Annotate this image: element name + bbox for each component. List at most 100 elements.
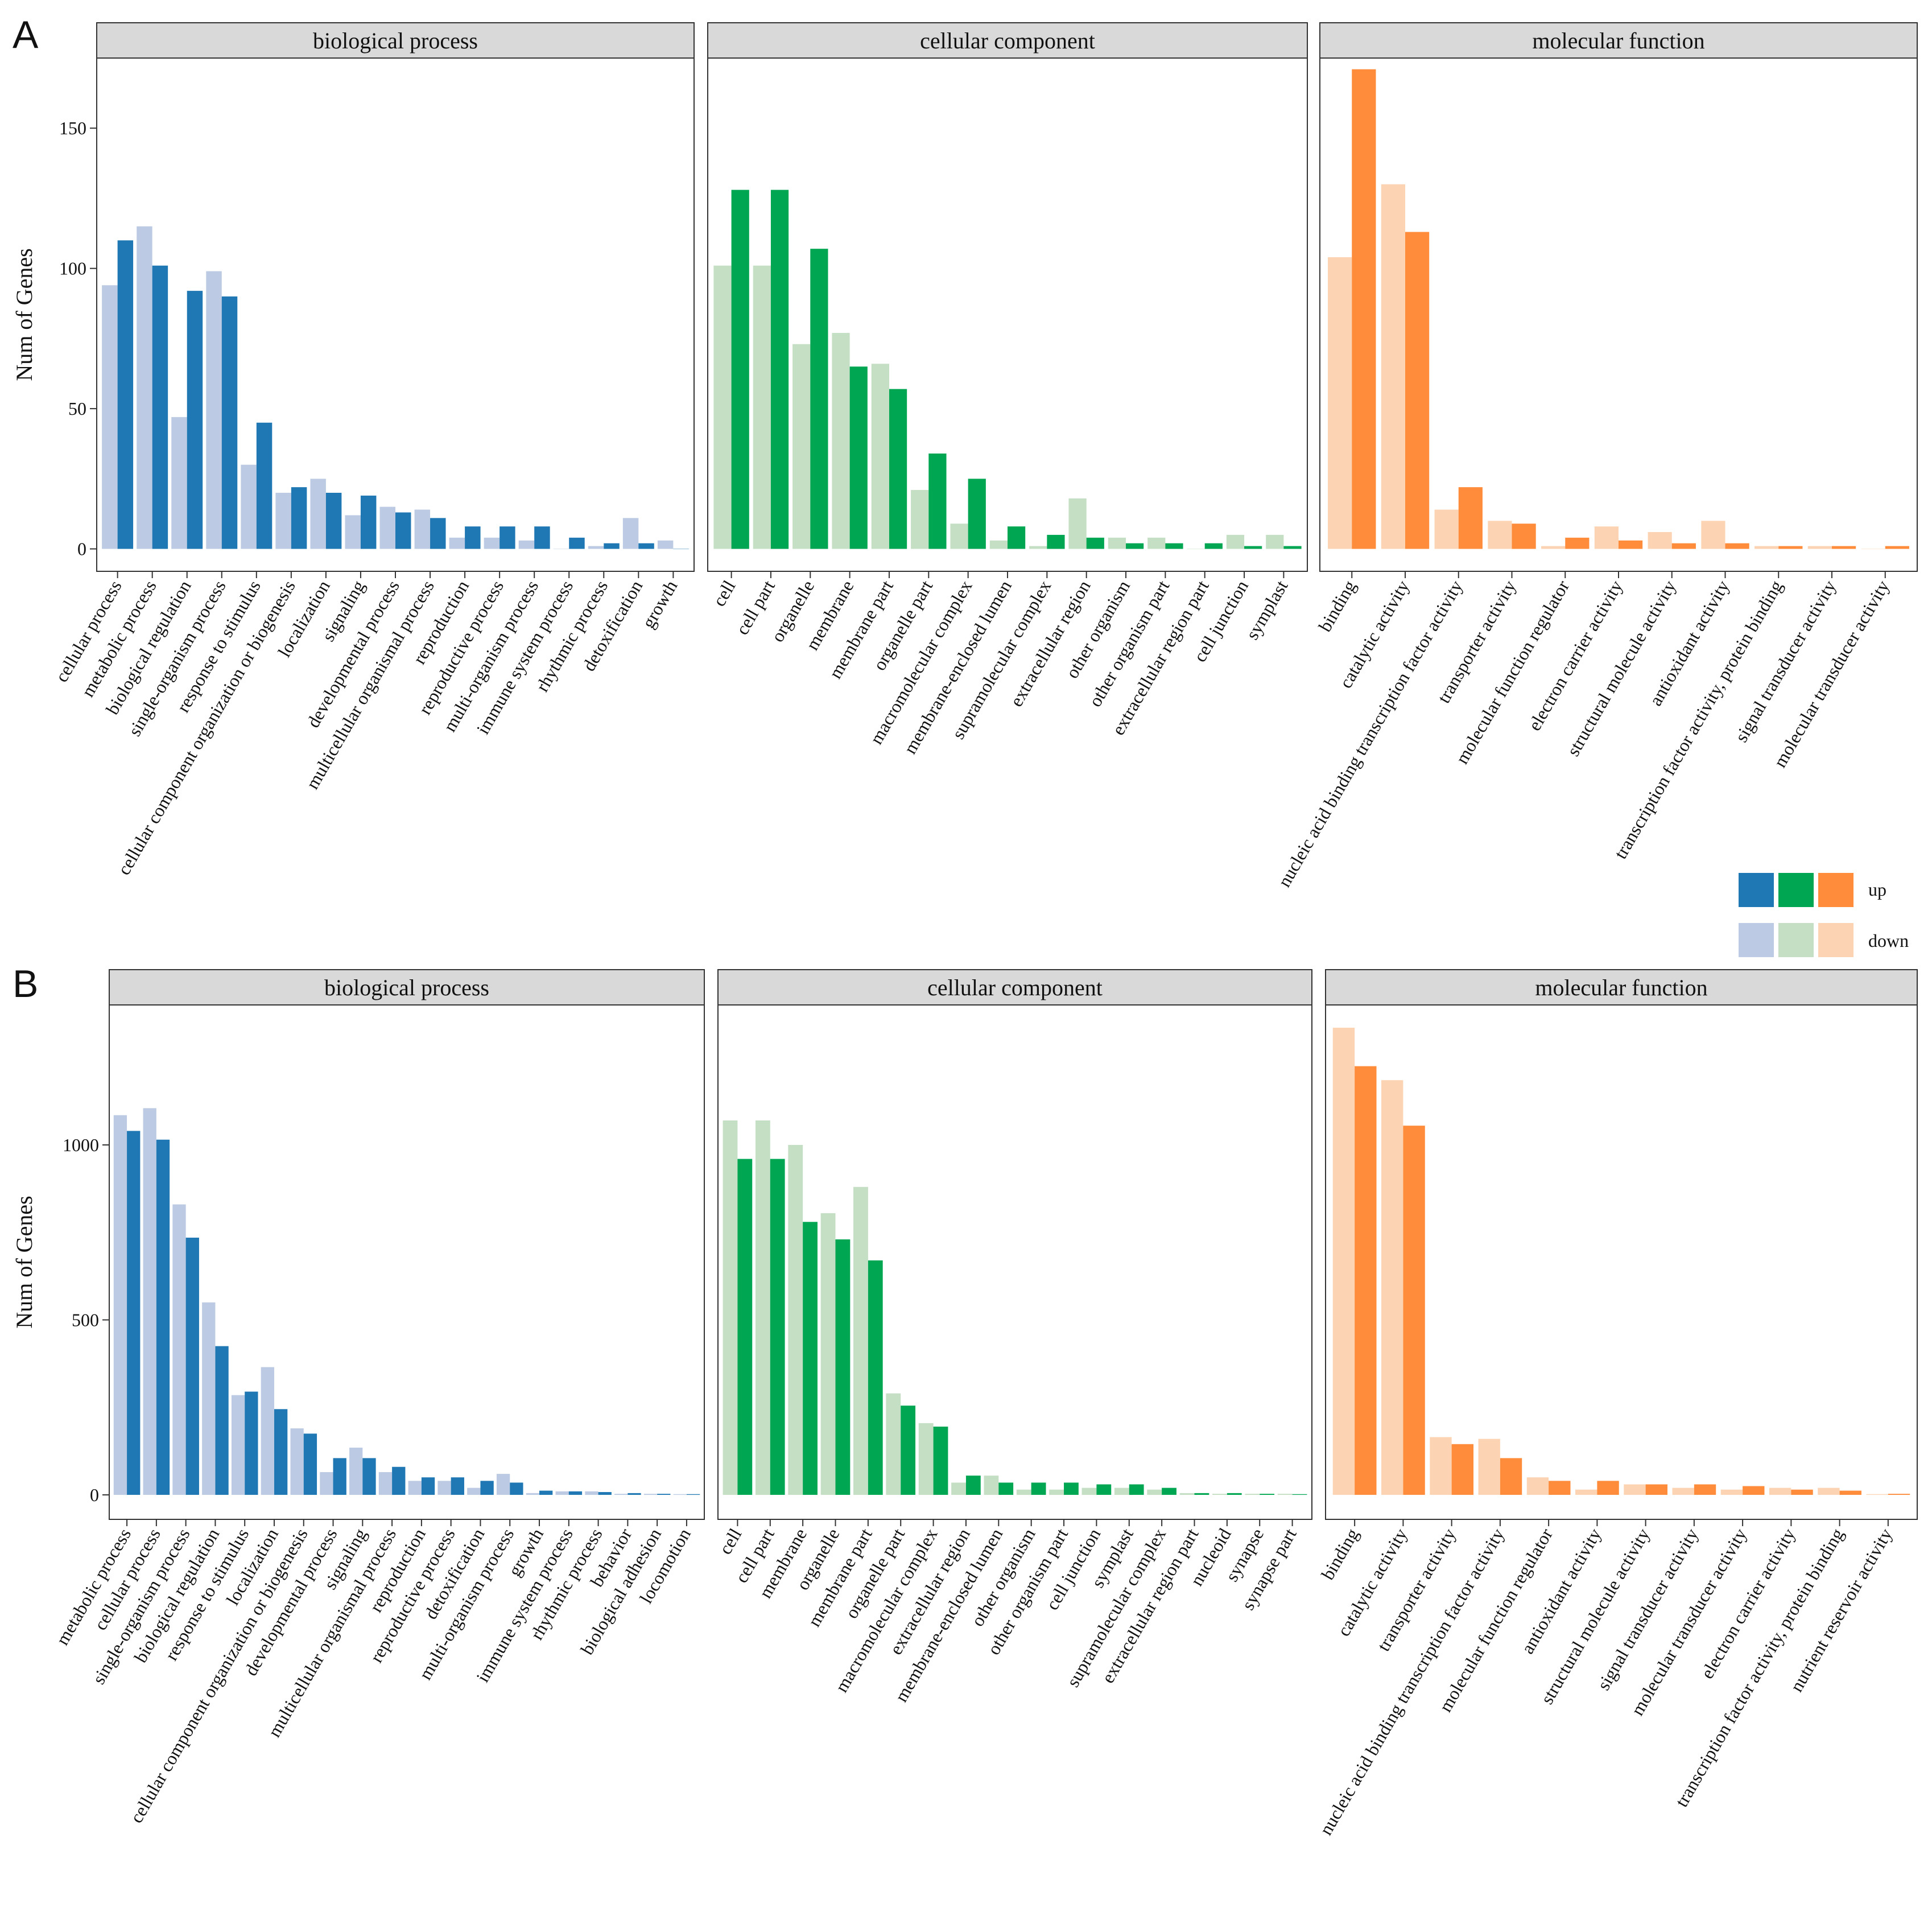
chart-b-cellular-component-bar-up-cell-junction (1096, 1484, 1112, 1495)
chart-b-molecular-function-bar-down-nucleic-acid-binding-transcription-factor-activity (1478, 1439, 1500, 1495)
chart-b-biological-process-bar-down-localization (261, 1367, 274, 1495)
chart-a-biological-process-bar-up-signaling (360, 495, 377, 549)
chart-a-biological-process-bar-up-metabolic-process (152, 265, 168, 549)
chart-a-biological-process-bar-down-signaling (345, 515, 361, 549)
chart-a-cellular-component-bar-down-cell-part (753, 265, 771, 549)
chart-b-cellular-component-bar-up-other-organism (1031, 1482, 1046, 1495)
chart-b-cellular-component-bar-down-cell (723, 1120, 738, 1495)
chart-b-cellular-component-strip-title: cellular component (927, 975, 1103, 1000)
chart-b-molecular-function-bar-up-transporter-activity (1451, 1444, 1473, 1495)
chart-b-biological-process-bar-up-multi-organism-process (510, 1482, 523, 1495)
chart-a-biological-process-bar-up-single-organism-process (221, 296, 238, 549)
chart-b-biological-process-bar-down-multi-organism-process (496, 1474, 510, 1495)
chart-b-molecular-function-bar-down-transporter-activity (1430, 1437, 1452, 1495)
chart-b-biological-process-bar-down-detoxification (467, 1487, 481, 1495)
chart-a-molecular-function-x-tick-label: binding (1314, 577, 1360, 636)
chart-a-biological-process-bar-down-rhythmic-process (588, 546, 604, 549)
chart-b-biological-process-bar-down-reproductive-process (437, 1481, 451, 1495)
chart-b-cellular-component-bar-up-extracellular-region-part (1194, 1493, 1209, 1495)
chart-b-cellular-component-bar-down-other-organism (1016, 1489, 1031, 1495)
chart-a-biological-process-strip (96, 22, 695, 59)
legend-label-up: up (1868, 879, 1886, 900)
chart-a-molecular-function-bar-up-antioxidant-activity (1725, 543, 1749, 549)
chart-a-biological-process-bar-down-single-organism-process (206, 271, 222, 549)
chart-b-cellular-component-bar-up-organelle-part (901, 1406, 916, 1495)
chart-b-biological-process-bar-up-rhythmic-process (598, 1492, 612, 1495)
chart-b-molecular-function-bar-up-binding (1355, 1066, 1377, 1495)
chart-a-cellular-component-bar-up-supramolecular-complex (1047, 534, 1065, 549)
chart-a-biological-process-bar-down-growth (657, 540, 674, 549)
chart-a-biological-process-bar-up-growth (673, 549, 689, 550)
chart-b-biological-process-bar-up-locomotion (686, 1494, 700, 1495)
chart-a-cellular-component-bar-down-macromolecular-complex (950, 524, 968, 549)
chart-a-biological-process-bar-down-response-to-stimulus (241, 464, 257, 549)
chart-a-y-axis-label: Num of Genes (11, 248, 37, 381)
legend-key-bp-down (1739, 923, 1774, 957)
chart-a-biological-process-bar-down-developmental-process (379, 506, 395, 549)
chart-b-biological-process-bar-up-developmental-process (333, 1458, 346, 1495)
chart-a-biological-process-bar-up-detoxification (638, 543, 654, 549)
chart-b-y-tick-label: 0 (90, 1485, 99, 1505)
chart-a-cellular-component-bar-up-cell-part (770, 189, 789, 549)
chart-b-cellular-component-strip (717, 969, 1312, 1006)
chart-b-molecular-function-bar-down-antioxidant-activity (1575, 1489, 1597, 1495)
legend: up down (1739, 873, 1909, 957)
chart-a-molecular-function-bar-up-molecular-function-regulator (1565, 537, 1590, 549)
chart-b-biological-process-bar-down-biological-adhesion (643, 1494, 658, 1495)
chart-a-cellular-component-bar-down-cell (713, 265, 732, 549)
chart-a-cellular-component-bar-up-membrane-part (889, 389, 907, 549)
chart-a-molecular-function-bar-down-transcription-factor-activity-protein-binding (1755, 546, 1779, 549)
chart-a-biological-process-bar-up-biological-regulation (187, 291, 203, 549)
chart-a-biological-process-bar-down-detoxification (622, 518, 639, 549)
chart-b-biological-process-bar-up-metabolic-process (127, 1131, 141, 1495)
chart-a-cellular-component-bar-down-membrane-part (871, 364, 889, 549)
chart-b-cellular-component-bar-up-cell-part (770, 1159, 785, 1495)
chart-b-cellular-component-bar-up-synapse-part (1292, 1494, 1307, 1495)
chart-b-molecular-function-strip (1325, 969, 1918, 1006)
legend-key-bp-up (1739, 873, 1774, 907)
chart-a-cellular-component-bar-up-membrane-enclosed-lumen (1008, 526, 1026, 549)
legend-key-mf-up (1818, 873, 1853, 907)
chart-a-cellular-component-bar-up-cell-junction (1244, 546, 1262, 549)
chart-b-cellular-component-bar-up-other-organism-part (1064, 1482, 1079, 1495)
chart-b-molecular-function-bar-down-molecular-transducer-activity (1720, 1489, 1743, 1495)
legend-key-cc-down (1778, 923, 1814, 957)
chart-a-biological-process-bar-down-biological-regulation (171, 417, 187, 549)
chart-b-biological-process-bar-up-immune-system-process (568, 1491, 583, 1495)
chart-b-molecular-function-bar-down-electron-carrier-activity (1769, 1487, 1791, 1495)
chart-a-molecular-function-bar-up-catalytic-activity (1405, 232, 1430, 549)
chart-b-cellular-component-bar-up-membrane-enclosed-lumen (998, 1482, 1014, 1495)
chart-a-molecular-function-bar-down-binding (1328, 257, 1352, 549)
chart-a-cellular-component-bar-down-other-organism (1108, 537, 1126, 549)
chart-a-cellular-component-bar-down-extracellular-region (1068, 498, 1087, 549)
chart-b-biological-process-bar-up-reproductive-process (451, 1477, 464, 1495)
chart-a-molecular-function-bar-up-structural-molecule-activity (1671, 543, 1696, 549)
chart-b-molecular-function-bar-up-molecular-function-regulator (1549, 1481, 1571, 1495)
chart-a-cellular-component-bar-up-other-organism-part (1165, 543, 1183, 549)
chart-a-molecular-function-bar-up-signal-transducer-activity (1832, 546, 1856, 549)
chart-b-cellular-component-bar-down-membrane-part (853, 1186, 868, 1495)
chart-b-cellular-component-bar-down-other-organism-part (1049, 1489, 1064, 1495)
chart-b-biological-process-bar-down-biological-regulation (202, 1302, 216, 1495)
chart-b-cellular-component-bar-down-organelle-part (886, 1393, 901, 1495)
chart-b-biological-process-bar-up-single-organism-process (185, 1237, 199, 1495)
chart-a-cellular-component-bar-up-other-organism (1126, 543, 1144, 549)
chart-b-cellular-component-bar-down-macromolecular-complex (918, 1423, 934, 1495)
chart-b-cellular-component-bar-down-extracellular-region (951, 1482, 966, 1495)
chart-b-cellular-component-bar-down-extracellular-region-part (1179, 1493, 1195, 1495)
chart-b-molecular-function-x-tick-label: electron carrier activity (1696, 1525, 1799, 1682)
chart-a-cellular-component-bar-down-supramolecular-complex (1029, 546, 1047, 549)
chart-a-biological-process-bar-up-response-to-stimulus (256, 422, 273, 549)
chart-b-biological-process-bar-down-developmental-process (320, 1472, 333, 1495)
chart-b-y-axis-label: Num of Genes (11, 1196, 37, 1328)
chart-a-cellular-component-bar-down-cell-junction (1226, 534, 1245, 549)
chart-a-biological-process-bar-down-immune-system-process (553, 549, 569, 550)
chart-a-biological-process-bar-down-reproductive-process (484, 537, 500, 549)
chart-b-cellular-component-bar-up-nucleoid (1227, 1493, 1242, 1495)
chart-a-molecular-function-x-tick-label: signal transducer activity (1731, 577, 1840, 746)
chart-b-biological-process-bar-up-multicellular-organismal-process (392, 1466, 406, 1495)
chart-b-biological-process-bar-up-cellular-process (156, 1139, 170, 1495)
chart-a-cellular-component-bar-up-organelle-part (928, 453, 947, 549)
chart-b-biological-process-bar-down-growth (526, 1493, 540, 1495)
